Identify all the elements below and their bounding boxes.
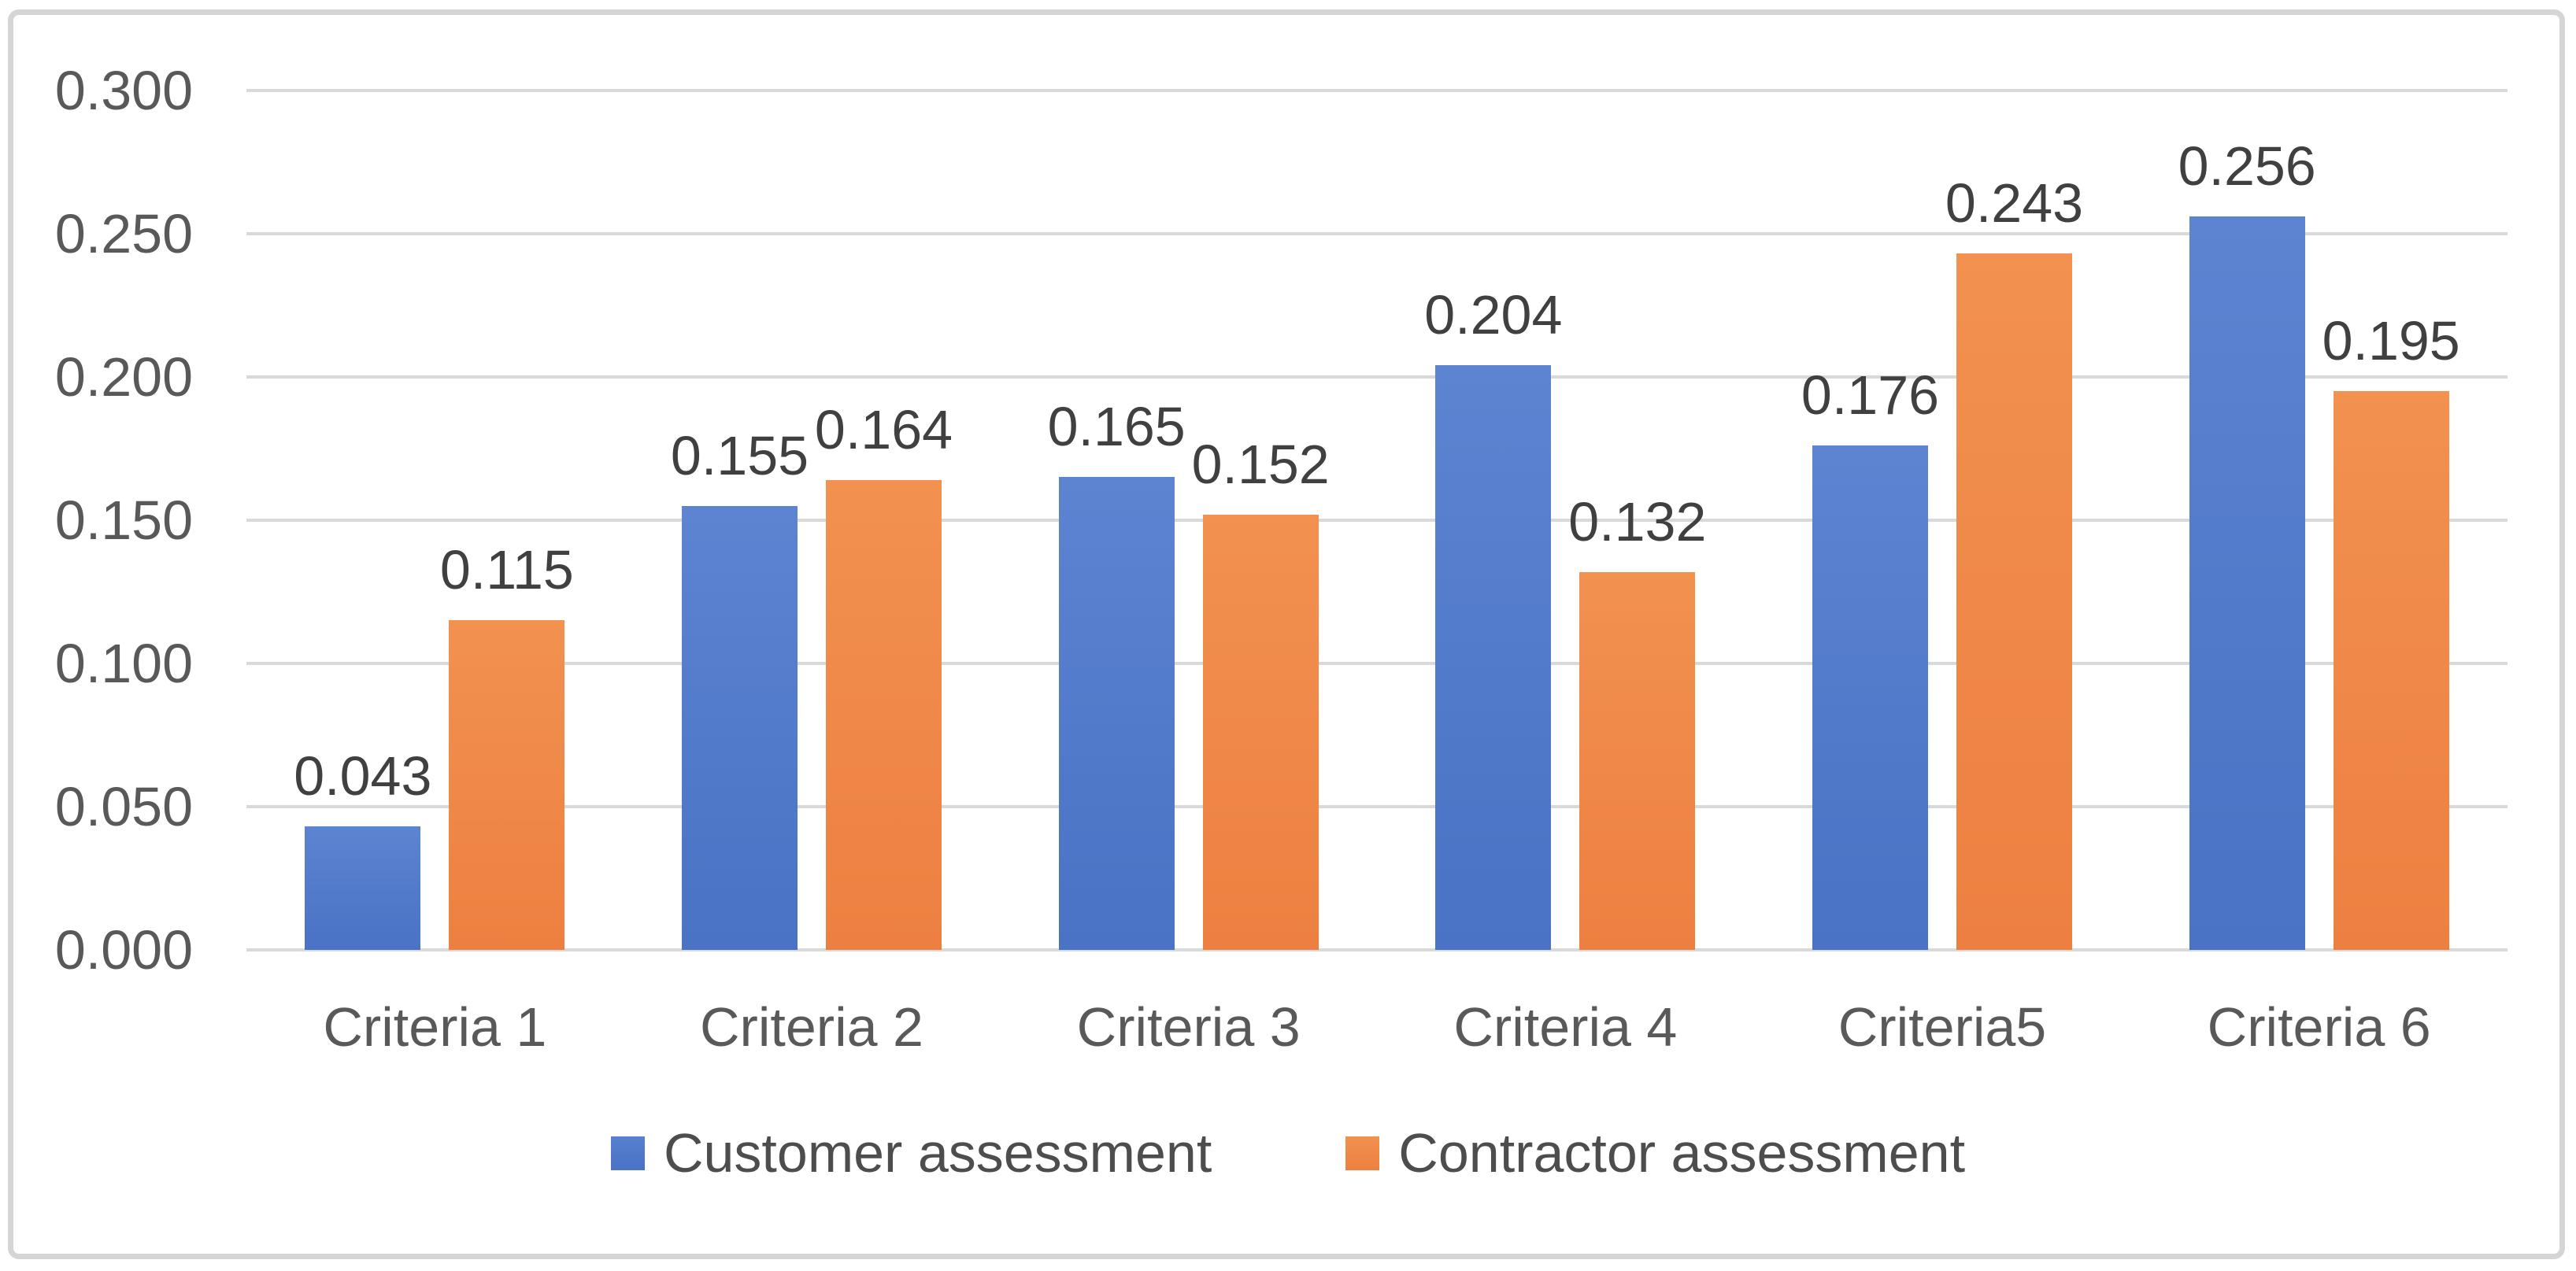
gridline: [246, 948, 2508, 951]
bar-customer-assessment-criteria5: 0.176: [1801, 364, 1939, 950]
bar-value-label: 0.243: [1945, 172, 2084, 235]
bar-groups: 0.043 0.115 0.155 0.164 0.165 0.152 0.204 0.132…: [246, 91, 2508, 950]
x-axis-category-label: Criteria5: [1838, 996, 2047, 1058]
y-axis-tick-label: 0.000: [54, 919, 193, 981]
bar-value-label: 0.256: [2178, 135, 2316, 198]
bar-customer-assessment-criteria-1: 0.043: [294, 745, 431, 950]
x-axis: Criteria 1 Criteria 2 Criteria 3 Criteria 4…: [246, 984, 2508, 1070]
bar-contractor-assessment-criteria5: 0.243: [1945, 172, 2083, 950]
legend: Customer assessment Contractor assessmen…: [0, 1121, 2576, 1184]
bar-customer-assessment-criteria-3: 0.165: [1048, 396, 1186, 950]
x-axis-category-label: Criteria 2: [700, 996, 923, 1058]
gridline: [246, 89, 2508, 92]
x-axis-category-label: Criteria 6: [2207, 996, 2431, 1058]
bar-value-label: 0.165: [1047, 396, 1186, 458]
y-axis-tick-label: 0.200: [54, 346, 193, 408]
x-axis-category-label: Criteria 3: [1076, 996, 1301, 1058]
bar-value-label: 0.164: [814, 399, 953, 461]
y-axis-tick-label: 0.300: [54, 60, 193, 121]
bar-group-criteria-2: 0.155 0.164: [624, 91, 1001, 950]
gridline: [246, 519, 2508, 522]
y-axis-tick-label: 0.150: [54, 490, 193, 551]
bar-value-label: 0.043: [294, 745, 432, 807]
bar-group-criteria-4: 0.204 0.132: [1377, 91, 1754, 950]
y-axis-tick-label: 0.100: [54, 633, 193, 694]
bar-customer-assessment-criteria-6: 0.256: [2178, 135, 2316, 950]
bar-group-criteria5: 0.176 0.243: [1754, 91, 2131, 950]
bar-contractor-assessment-criteria-3: 0.152: [1192, 434, 1330, 950]
bar-contractor-assessment-criteria-1: 0.115: [440, 539, 574, 950]
x-axis-category-label: Criteria 1: [323, 996, 547, 1058]
gridline: [246, 805, 2508, 808]
bar-value-label: 0.115: [439, 539, 574, 601]
bar-group-criteria-1: 0.043 0.115: [246, 91, 624, 950]
y-axis: 0.300 0.250 0.200 0.150 0.100 0.050 0.000: [31, 60, 193, 981]
x-axis-category-label: Criteria 4: [1453, 996, 1678, 1058]
gridline: [246, 232, 2508, 235]
bar-group-criteria-3: 0.165 0.152: [1000, 91, 1377, 950]
gridline: [246, 375, 2508, 379]
bar-value-label: 0.195: [2322, 310, 2460, 372]
bar-contractor-assessment-criteria-2: 0.164: [815, 399, 953, 950]
bar-value-label: 0.176: [1801, 364, 1940, 427]
legend-label: Contractor assessment: [1398, 1122, 1966, 1184]
bar-customer-assessment-criteria-4: 0.204: [1424, 284, 1562, 950]
y-axis-tick-label: 0.250: [54, 203, 193, 264]
bar-contractor-assessment-criteria-4: 0.132: [1568, 491, 1706, 950]
bar-value-label: 0.132: [1568, 490, 1707, 552]
legend-item-customer-assessment: Customer assessment: [610, 1121, 1212, 1184]
gridline: [246, 662, 2508, 665]
plot-area: 0.043 0.115 0.155 0.164 0.165 0.152 0.204 0.132…: [246, 89, 2508, 951]
bar-customer-assessment-criteria-2: 0.155: [671, 425, 809, 950]
bar-value-label: 0.204: [1424, 284, 1563, 346]
bar-value-label: 0.152: [1191, 433, 1330, 495]
bar-contractor-assessment-criteria-6: 0.195: [2322, 310, 2460, 950]
legend-label: Customer assessment: [663, 1122, 1212, 1184]
legend-swatch-customer-assessment: [610, 1136, 645, 1170]
bar-value-label: 0.155: [670, 424, 809, 486]
bar-group-criteria-6: 0.256 0.195: [2130, 91, 2508, 950]
legend-swatch-contractor-assessment: [1345, 1136, 1380, 1170]
y-axis-tick-label: 0.050: [54, 776, 193, 837]
legend-item-contractor-assessment: Contractor assessment: [1345, 1121, 1965, 1184]
